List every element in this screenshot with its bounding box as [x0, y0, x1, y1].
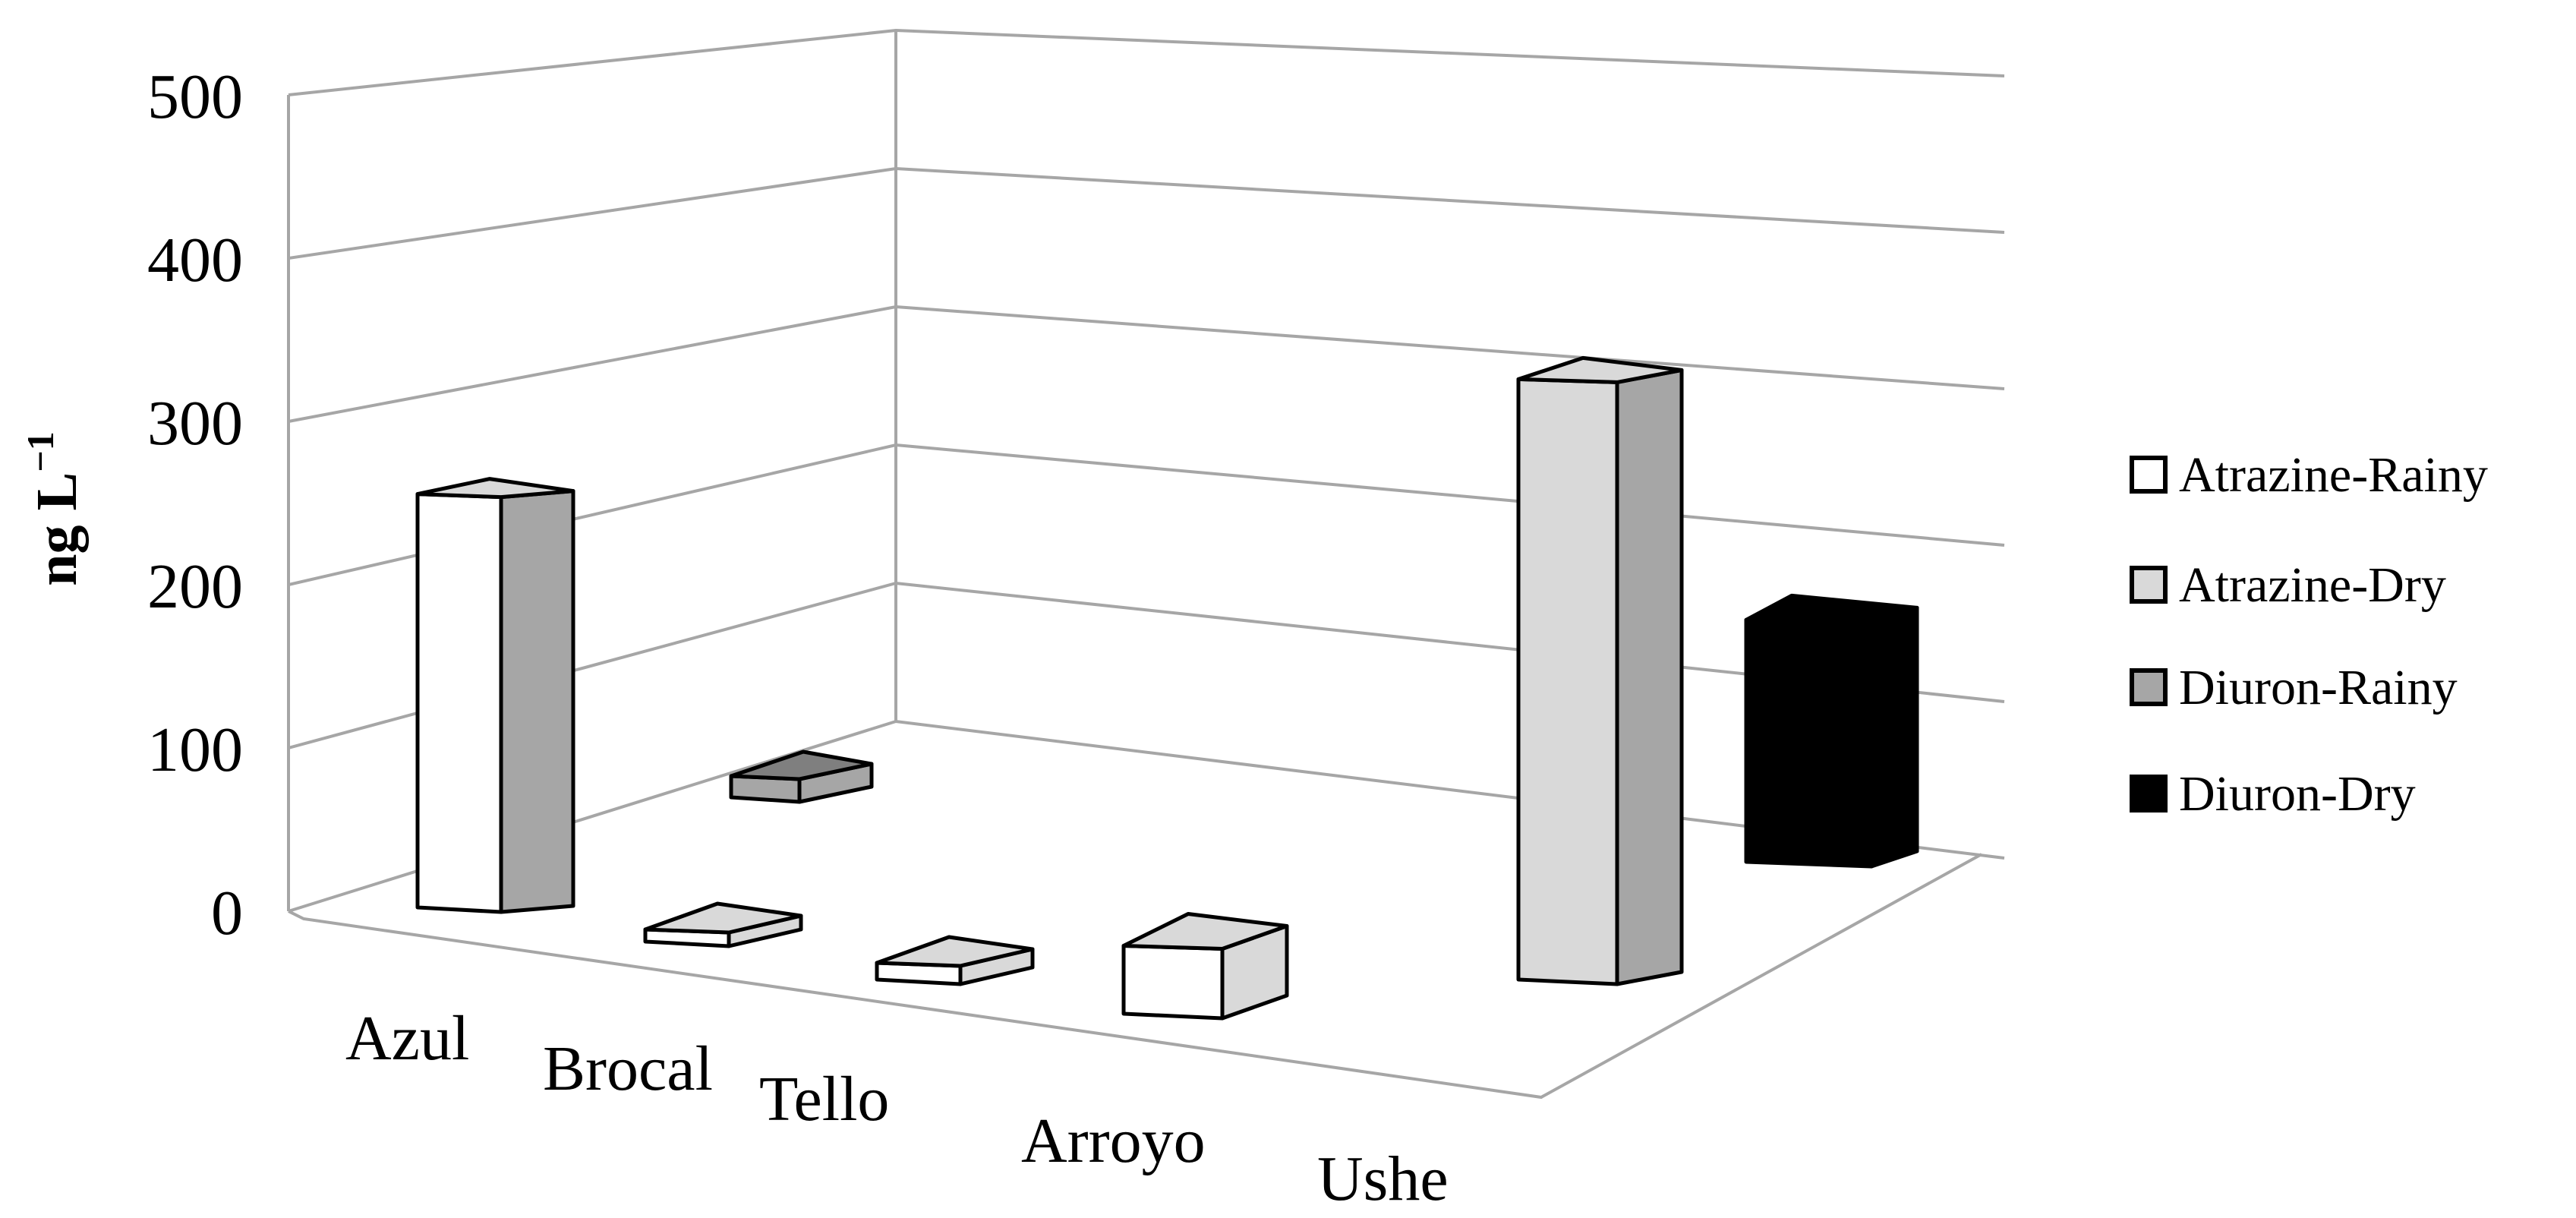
y-axis-ticks: 0 100 200 300 400 500: [147, 62, 243, 948]
y-tick-label-500: 500: [147, 62, 243, 132]
bar-ushe-6: [1744, 593, 1919, 869]
legend-label-atrazine-dry: Atrazine-Dry: [2179, 557, 2446, 613]
bar-front-face: [1121, 944, 1225, 1021]
bar-side-face: [1615, 368, 1684, 986]
category-label-azul: Azul: [345, 1003, 469, 1074]
gridline-500: [288, 28, 2005, 96]
bar-front-face: [1516, 377, 1619, 986]
y-tick-label-100: 100: [147, 715, 243, 785]
bar-tello-3: [875, 935, 1035, 986]
legend-swatch-diuron-rainy: [2130, 668, 2168, 706]
category-label-ushe: Ushe: [1317, 1144, 1449, 1214]
bar-front-face: [415, 492, 503, 914]
bars: [415, 355, 1919, 1021]
floor-edge: [288, 853, 1982, 1100]
bar-brocal-2: [643, 901, 803, 948]
legend-swatch-diuron-dry: [2130, 775, 2168, 813]
category-label-arroyo: Arroyo: [1021, 1106, 1206, 1176]
y-axis-title-text: ng L: [25, 472, 89, 586]
category-label-brocal: Brocal: [543, 1033, 713, 1104]
y-tick-label-200: 200: [147, 551, 243, 622]
gridline-400: [288, 166, 2005, 260]
legend-swatch-atrazine-rainy: [2130, 456, 2168, 494]
legend-label-diuron-rainy: Diuron-Rainy: [2179, 660, 2458, 715]
bar-top-face: [729, 749, 874, 781]
category-label-tello: Tello: [759, 1064, 889, 1134]
bar-azul-0: [415, 477, 575, 914]
y-tick-label-0: 0: [211, 878, 243, 948]
y-axis-title-superscript: −1: [19, 431, 61, 472]
bar-side-face: [1869, 605, 1919, 869]
legend-swatch-atrazine-dry: [2130, 566, 2168, 604]
y-tick-label-400: 400: [147, 225, 243, 295]
gridline-300: [288, 304, 2005, 423]
bar-top-face: [643, 901, 803, 935]
legend: Atrazine-Rainy Atrazine-Dry Diuron-Rainy Di…: [2130, 447, 2488, 822]
bar-top-face: [875, 935, 1035, 968]
bar-side-face: [499, 489, 575, 914]
bar-ushe-5: [1516, 355, 1684, 986]
bar-brocal-1: [729, 749, 874, 804]
y-tick-label-300: 300: [147, 388, 243, 459]
bar-top-face: [1121, 912, 1289, 951]
bar-top-face: [1516, 355, 1684, 384]
y-axis-title: ng L−1: [19, 431, 89, 585]
bar-top-face: [415, 477, 575, 500]
legend-label-atrazine-rainy: Atrazine-Rainy: [2179, 447, 2488, 503]
category-labels: Azul Brocal Tello Arroyo Ushe: [345, 1003, 1449, 1214]
bar-arroyo-4: [1121, 912, 1289, 1021]
legend-label-diuron-dry: Diuron-Dry: [2179, 766, 2416, 822]
bar-front-face: [1744, 617, 1874, 869]
bar-top-face: [1744, 593, 1919, 625]
